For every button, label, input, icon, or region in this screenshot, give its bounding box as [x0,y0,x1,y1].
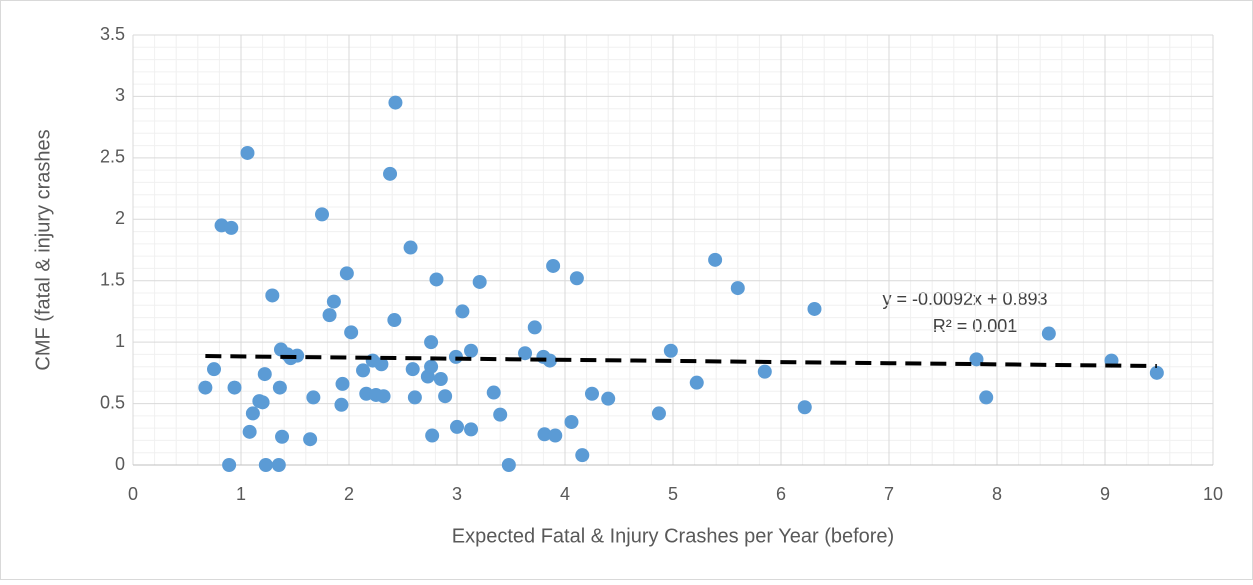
data-point [1041,326,1056,341]
data-point [424,335,439,350]
y-tick-label: 2 [115,208,125,228]
data-point [407,390,422,405]
x-tick-label: 3 [452,484,462,504]
data-point [433,372,448,386]
y-axis-label: CMF (fatal & injury crashes [32,129,54,370]
data-point [537,427,552,442]
data-point [797,400,812,415]
data-point [575,448,590,463]
data-point [464,422,479,437]
data-point [542,353,557,368]
data-point [807,301,822,316]
data-point [255,395,270,410]
data-point [257,367,272,382]
x-tick-label: 4 [560,484,570,504]
data-point [245,406,260,421]
data-point [374,357,389,372]
data-point [493,407,508,422]
data-point [339,266,354,281]
y-tick-label: 0 [115,454,125,474]
trendline [205,354,1157,369]
data-point [424,359,439,374]
data-point [601,391,616,406]
data-point [527,320,542,335]
data-point [388,95,403,110]
data-point [569,271,584,286]
trendline-equation: y = -0.0092x + 0.893 [882,289,1047,309]
data-point [272,380,287,395]
data-point [425,428,440,443]
data-point [306,390,321,405]
x-tick-label: 7 [884,484,894,504]
y-tick-label: 3 [115,85,125,105]
data-point [242,424,257,439]
data-point [258,458,273,472]
data-point [222,458,237,472]
data-point [708,252,723,267]
data-point [472,274,487,289]
y-tick-label: 3.5 [100,24,125,44]
data-point [227,380,242,395]
data-point [326,294,341,309]
x-tick-label: 9 [1100,484,1110,504]
data-point [403,240,418,255]
data-point [651,406,666,421]
data-point [405,362,420,377]
x-tick-label: 10 [1203,484,1223,504]
data-point [455,304,470,319]
data-point [207,362,221,377]
y-tick-label: 1.5 [100,269,125,289]
x-tick-label: 5 [668,484,678,504]
data-point [224,220,239,235]
x-tick-label: 6 [776,484,786,504]
data-point [303,432,318,447]
data-point [334,397,349,412]
data-point [585,386,599,401]
data-point [486,385,501,400]
data-point [501,458,516,472]
x-tick-label: 2 [344,484,354,504]
data-point [315,207,329,222]
data-point [438,389,453,404]
data-point [1149,365,1164,380]
x-axis-label: Expected Fatal & Injury Crashes per Year… [452,525,894,547]
data-point [969,352,984,367]
data-point [429,272,444,287]
x-tick-label: 8 [992,484,1002,504]
data-point [387,313,402,328]
data-point [290,348,305,363]
y-tick-label: 1 [115,331,125,351]
data-point [198,380,213,395]
data-point [376,389,391,404]
data-point [275,429,290,444]
data-point [564,415,579,429]
data-point [730,281,745,296]
data-point [464,343,479,358]
data-point [689,375,704,390]
data-point [356,363,371,378]
data-point [546,258,561,273]
x-tick-label: 0 [128,484,138,504]
data-point [335,376,350,391]
data-point [757,364,772,379]
data-point [663,343,678,358]
data-point [265,288,280,303]
data-point [240,145,255,160]
data-point [518,346,533,361]
data-point [271,458,286,472]
data-point [979,390,994,405]
data-point [383,166,398,181]
y-tick-label: 0.5 [100,392,125,412]
data-point [344,325,359,340]
data-point [322,308,337,323]
data-point [450,419,464,434]
x-tick-label: 1 [236,484,246,504]
y-tick-label: 2.5 [100,147,125,167]
data-point [548,428,563,443]
